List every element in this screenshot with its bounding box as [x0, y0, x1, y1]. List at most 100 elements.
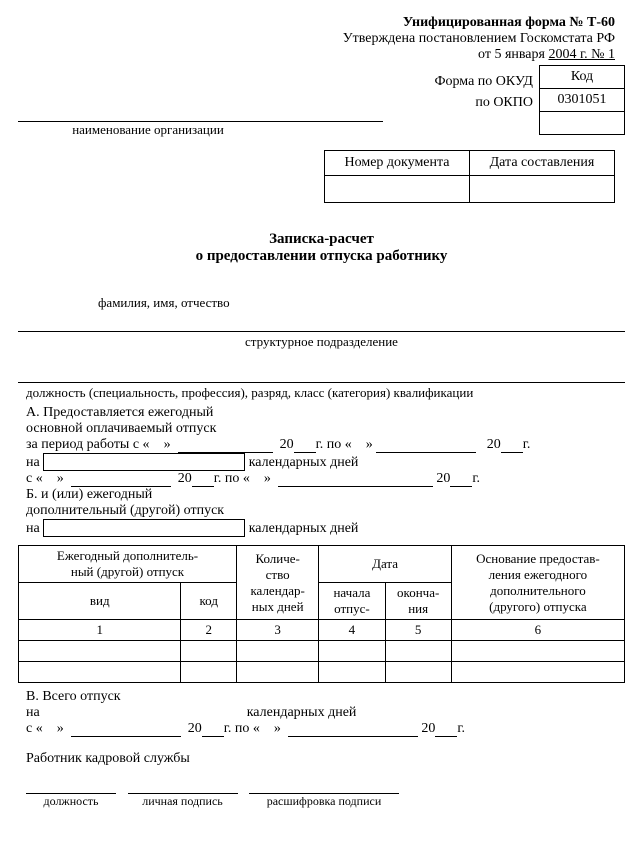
doc-number-cell[interactable] [325, 176, 470, 203]
b-line2: дополнительный (другой) отпуск [26, 503, 625, 519]
th-qty: Количе-ствокалендар-ных дней [237, 546, 319, 620]
v-s: с « [26, 721, 43, 736]
position-caption: должность (специальность, профессия), ра… [26, 385, 625, 401]
fio-caption: фамилия, имя, отчество [98, 295, 625, 311]
th-end: оконча-ния [385, 583, 451, 620]
a-to-year[interactable] [501, 438, 523, 453]
a-yr2: 20 [487, 437, 501, 452]
col-5: 5 [385, 620, 451, 641]
v-yr1: 20 [188, 721, 202, 736]
signature-block: Работник кадровой службы должность лична… [26, 751, 625, 809]
a-q2: » [366, 437, 373, 452]
a-from-month[interactable] [178, 438, 273, 453]
form-title: Унифицированная форма № Т-60 [18, 15, 615, 31]
document-title: Записка-расчет о предоставлении отпуска … [18, 231, 625, 265]
a-gdot1: г. [523, 437, 531, 452]
doc-number-header: Номер документа [325, 151, 470, 176]
th-kod: код [181, 583, 237, 620]
unit-caption: структурное подразделение [18, 334, 625, 350]
doc-date-cell[interactable] [470, 176, 615, 203]
a-range-to-month[interactable] [278, 472, 433, 487]
a-na: на [26, 455, 40, 470]
document-meta-table: Номер документа Дата составления [324, 150, 615, 203]
table-row[interactable] [19, 662, 625, 683]
date-prefix: от 5 января [478, 47, 548, 62]
a-line2: основной оплачиваемый отпуск [26, 421, 625, 437]
v-gdot: г. [457, 721, 465, 736]
signature-label: Работник кадровой службы [26, 751, 625, 767]
th-annual: Ежегодный дополнитель-ный (другой) отпус… [19, 546, 237, 583]
col-1: 1 [19, 620, 181, 641]
col-3: 3 [237, 620, 319, 641]
organization-caption: наименование организации [18, 122, 278, 138]
table-row[interactable] [19, 641, 625, 662]
a-yr1: 20 [280, 437, 294, 452]
v-from-year[interactable] [202, 722, 224, 737]
v-yr2: 20 [421, 721, 435, 736]
unit-line[interactable] [18, 364, 625, 383]
a-from-year[interactable] [294, 438, 316, 453]
a-period-line: за период работы с « » 20 г. по « » 20 г. [26, 437, 625, 453]
b-line1: Б. и (или) ежегодный [26, 487, 625, 503]
b-na: на [26, 521, 40, 536]
a-days-line: на календарных дней [26, 453, 625, 471]
okpo-code-cell[interactable] [540, 112, 625, 135]
a-q1: » [164, 437, 171, 452]
a-period-prefix: за период работы с « [26, 437, 150, 452]
a-range-line: с « » 20г. по « » 20г. [26, 471, 625, 487]
a-range-from-month[interactable] [71, 472, 171, 487]
a-yr4: 20 [436, 471, 450, 486]
a-gdot2: г. [472, 471, 480, 486]
sig-decode-line[interactable] [249, 779, 399, 794]
v-range-line: с « » 20 г. по « » 20 г. [26, 721, 625, 737]
fio-line[interactable] [18, 313, 625, 332]
code-table: Код 0301051 [539, 65, 625, 135]
a-days-box[interactable] [43, 453, 245, 471]
a-to-month[interactable] [376, 438, 476, 453]
v-na: на [26, 705, 40, 720]
okud-label: Форма по ОКУД [383, 71, 533, 92]
b-days-box[interactable] [43, 519, 245, 537]
sig-position-line[interactable] [26, 779, 116, 794]
column-number-row: 1 2 3 4 5 6 [19, 620, 625, 641]
v-to-month[interactable] [288, 722, 418, 737]
sig-signature-caption: личная подпись [128, 794, 238, 809]
okud-code-cell[interactable]: 0301051 [540, 89, 625, 112]
sig-position-caption: должность [26, 794, 116, 809]
a-range-from-year[interactable] [192, 472, 214, 487]
th-basis: Основание предостав-ления ежегодногодопо… [451, 546, 624, 620]
sig-signature-line[interactable] [128, 779, 238, 794]
section-a: А. Предоставляется ежегодный основной оп… [26, 405, 625, 537]
a-gpo2: г. по « [214, 471, 250, 486]
v-gpo: г. по « [224, 721, 260, 736]
a-q3: » [57, 471, 64, 486]
b-days-line: на календарных дней [26, 519, 625, 537]
a-caldays: календарных дней [249, 455, 359, 470]
v-to-year[interactable] [435, 722, 457, 737]
v-days-line: на календарных дней [26, 705, 625, 721]
col-2: 2 [181, 620, 237, 641]
v-q2: » [274, 721, 281, 736]
kod-header: Код [540, 66, 625, 89]
section-v: В. Всего отпуск на календарных дней с « … [26, 689, 625, 737]
b-caldays: календарных дней [249, 521, 359, 536]
doc-date-header: Дата составления [470, 151, 615, 176]
a-range-to-year[interactable] [450, 472, 472, 487]
a-gpo1: г. по « [316, 437, 352, 452]
th-start: началаотпус- [319, 583, 385, 620]
col-6: 6 [451, 620, 624, 641]
a-line1: А. Предоставляется ежегодный [26, 405, 625, 421]
a-yr3: 20 [178, 471, 192, 486]
sig-decode-caption: расшифровка подписи [249, 794, 399, 809]
organization-input-line[interactable] [18, 103, 383, 122]
v-from-month[interactable] [71, 722, 181, 737]
v-q1: » [57, 721, 64, 736]
v-line1: В. Всего отпуск [26, 689, 625, 705]
a-s: с « [26, 471, 43, 486]
th-vid: вид [19, 583, 181, 620]
date-underline: 2004 г. № 1 [548, 47, 615, 62]
date-line: от 5 января 2004 г. № 1 [18, 47, 615, 63]
col-4: 4 [319, 620, 385, 641]
title-line1: Записка-расчет [18, 231, 625, 248]
v-caldays: календарных дней [247, 705, 357, 720]
